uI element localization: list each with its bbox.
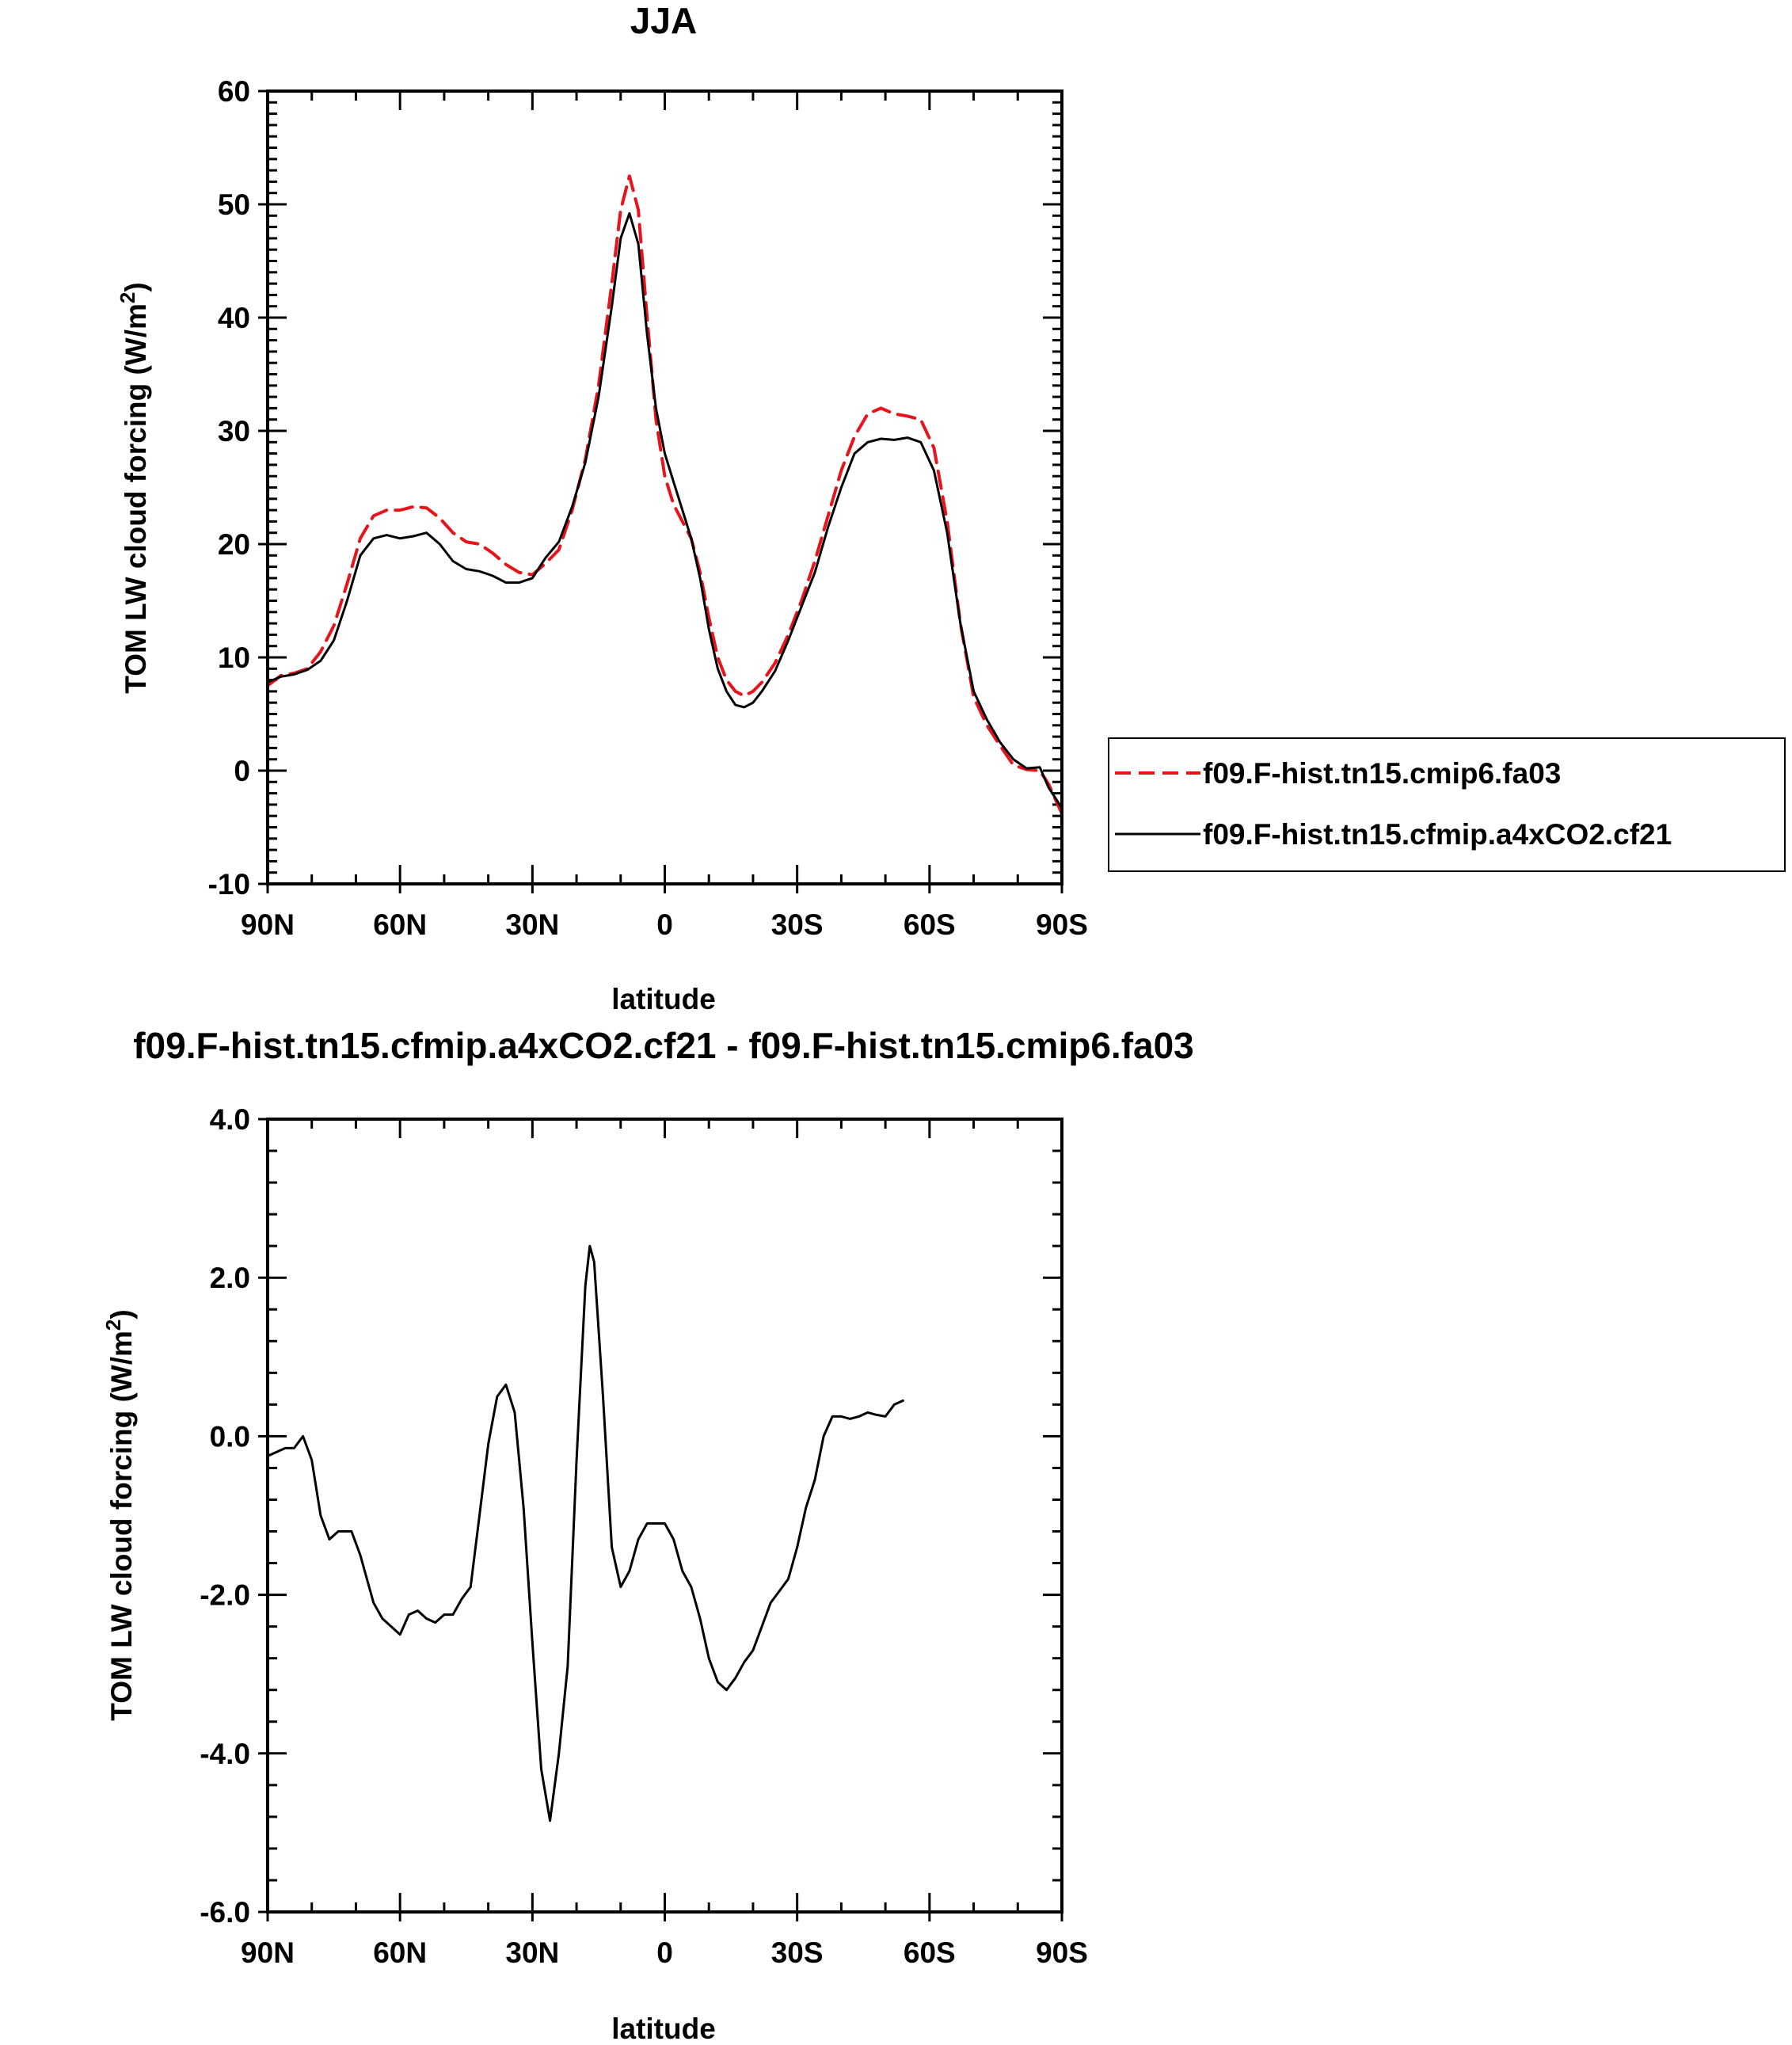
bottom-title: f09.F-hist.tn15.cfmip.a4xCO2.cf21 - f09.…	[133, 1025, 1194, 1066]
bottom-y-tick-label: -6.0	[200, 1896, 250, 1929]
top-series-group	[266, 174, 1063, 816]
top-y-tick-label: -10	[208, 868, 250, 901]
top-panel: JJA 90N 60N 30N 0 30S 60S 90S-100102030405060 …	[116, 0, 1088, 1015]
bottom-panel: f09.F-hist.tn15.cfmip.a4xCO2.cf21 - f09.…	[101, 1025, 1194, 2045]
bottom-x-tick-label: 0	[656, 1936, 673, 1969]
bottom-y-axis-label: TOM LW cloud forcing (W/m2)	[101, 1309, 138, 1720]
bottom-x-axis-label: latitude	[611, 2013, 716, 2045]
bottom-series-line-0	[266, 1244, 904, 1822]
top-title: JJA	[630, 0, 697, 41]
bottom-x-tick-label: 30N	[505, 1936, 559, 1969]
bottom-series-group	[266, 1244, 904, 1822]
top-y-tick-label: 0	[234, 755, 250, 787]
bottom-y-tick-label: 0.0	[210, 1420, 250, 1453]
bottom-ticks	[258, 1118, 1063, 1921]
top-y-tick-label: 30	[218, 415, 250, 447]
top-tick-labels: 90N 60N 30N 0 30S 60S 90S -10 0 10 20 30 40 50 60	[208, 75, 1088, 941]
top-y-tick-label: 20	[218, 528, 250, 561]
legend-label-cf21: f09.F-hist.tn15.cfmip.a4xCO2.cf21	[1203, 818, 1672, 851]
top-x-tick-label: 30S	[771, 908, 824, 941]
bottom-x-tick-label: 90N	[241, 1936, 295, 1969]
top-x-tick-label: 0	[656, 908, 673, 941]
top-y-tick-label: 60	[218, 75, 250, 108]
top-x-tick-label: 90N	[241, 908, 295, 941]
top-y-tick-label: 40	[218, 302, 250, 334]
bottom-x-tick-label: 90S	[1036, 1936, 1088, 1969]
top-x-tick-label: 90S	[1036, 908, 1088, 941]
top-x-axis-label: latitude	[611, 983, 716, 1015]
bottom-y-tick-label: 2.0	[210, 1262, 250, 1294]
legend-box	[1108, 737, 1786, 872]
legend: f09.F-hist.tn15.cmip6.fa03 f09.F-hist.tn…	[1108, 737, 1786, 872]
bottom-y-tick-label: -4.0	[200, 1738, 250, 1770]
top-x-tick-label: 60S	[904, 908, 956, 941]
bottom-y-tick-label: -2.0	[200, 1579, 250, 1612]
top-x-tick-label: 60N	[373, 908, 427, 941]
top-y-tick-label: 10	[218, 642, 250, 674]
top-x-tick-label: 30N	[505, 908, 559, 941]
top-plot-frame	[266, 89, 1063, 885]
bottom-x-tick-label: 30S	[771, 1936, 824, 1969]
bottom-x-tick-label: 60N	[373, 1936, 427, 1969]
top-y-tick-label: 50	[218, 189, 250, 221]
top-ticks	[258, 89, 1063, 893]
legend-label-fa03: f09.F-hist.tn15.cmip6.fa03	[1203, 757, 1561, 790]
bottom-x-tick-label: 60S	[904, 1936, 956, 1969]
top-y-axis-label: TOM LW cloud forcing (W/m2)	[116, 282, 152, 693]
top-series-line-0	[266, 174, 1063, 816]
bottom-plot-frame	[266, 1118, 1063, 1914]
top-series-line-1	[266, 211, 1063, 809]
bottom-y-tick-label: 4.0	[210, 1103, 250, 1136]
bottom-tick-labels: 90N 60N 30N 0 30S 60S 90S -6.0 -4.0 -2.0 0.0 2.0 4.0	[200, 1103, 1088, 1969]
